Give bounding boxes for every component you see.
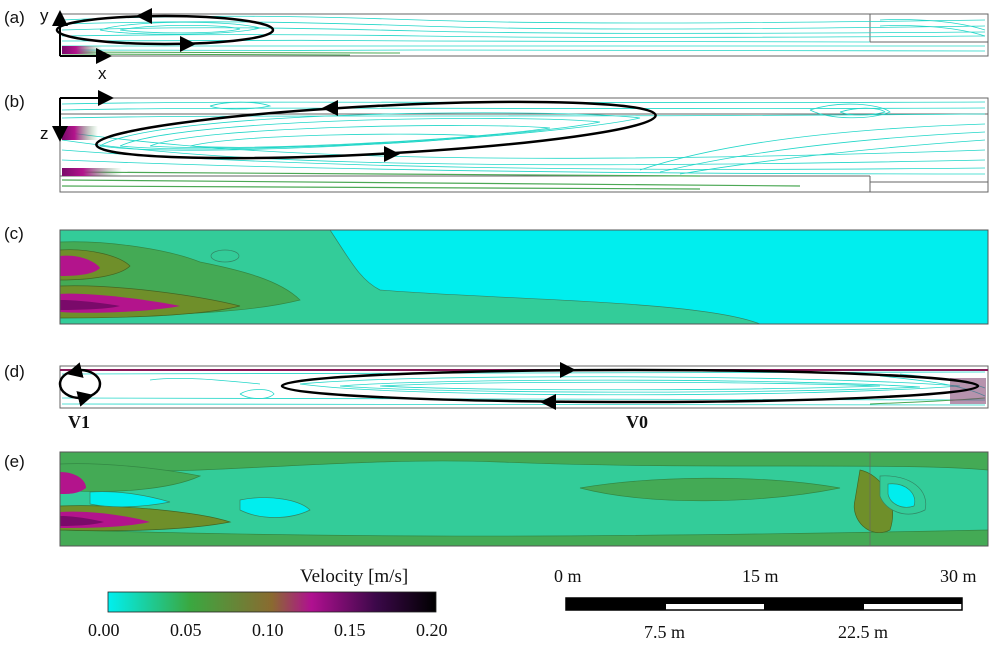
vortex-label-v1-d: V1	[68, 412, 90, 432]
velocity-colorbar	[107, 591, 437, 613]
panel-e-contours	[59, 451, 989, 547]
colorbar-title: Velocity [m/s]	[300, 566, 409, 587]
panel-e-label: (e)	[4, 452, 25, 471]
panel-c-contours	[59, 229, 989, 325]
panel-c-label: (c)	[4, 224, 24, 243]
scale-tick-7-5m: 7.5 m	[644, 622, 686, 642]
axis-x-label: x	[98, 64, 107, 83]
scale-tick-15m: 15 m	[742, 566, 779, 586]
scale-tick-0m: 0 m	[554, 566, 582, 586]
panel-a-label: (a)	[4, 8, 25, 27]
panel-a-streamlines	[52, 8, 989, 64]
colorbar-tick-4: 0.20	[416, 620, 448, 640]
panel-b-streamlines	[52, 90, 989, 193]
panel-d-streamlines	[58, 362, 989, 410]
scale-bar	[565, 597, 963, 611]
colorbar-tick-2: 0.10	[252, 620, 284, 640]
panel-b-label: (b)	[4, 92, 25, 111]
axis-z-label: z	[40, 124, 49, 143]
scale-tick-22-5m: 22.5 m	[838, 622, 889, 642]
scale-tick-30m: 30 m	[940, 566, 977, 586]
colorbar-tick-1: 0.05	[170, 620, 202, 640]
vortex-label-v0: V0	[626, 412, 648, 432]
panel-d-label: (d)	[4, 362, 25, 381]
colorbar-tick-3: 0.15	[334, 620, 366, 640]
colorbar-tick-0: 0.00	[88, 620, 120, 640]
axis-y-label: y	[40, 6, 49, 25]
